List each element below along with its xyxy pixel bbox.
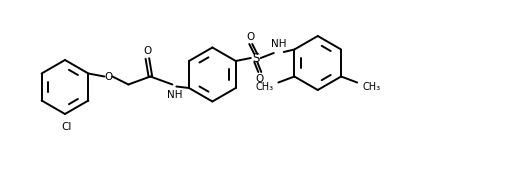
Text: S: S (252, 51, 259, 65)
Text: Cl: Cl (62, 122, 72, 132)
Text: O: O (104, 71, 112, 81)
Text: CH₃: CH₃ (255, 81, 274, 92)
Text: NH: NH (271, 39, 287, 49)
Text: O: O (143, 46, 152, 56)
Text: O: O (247, 32, 255, 42)
Text: O: O (256, 74, 264, 84)
Text: CH₃: CH₃ (362, 81, 380, 92)
Text: NH: NH (167, 90, 182, 100)
